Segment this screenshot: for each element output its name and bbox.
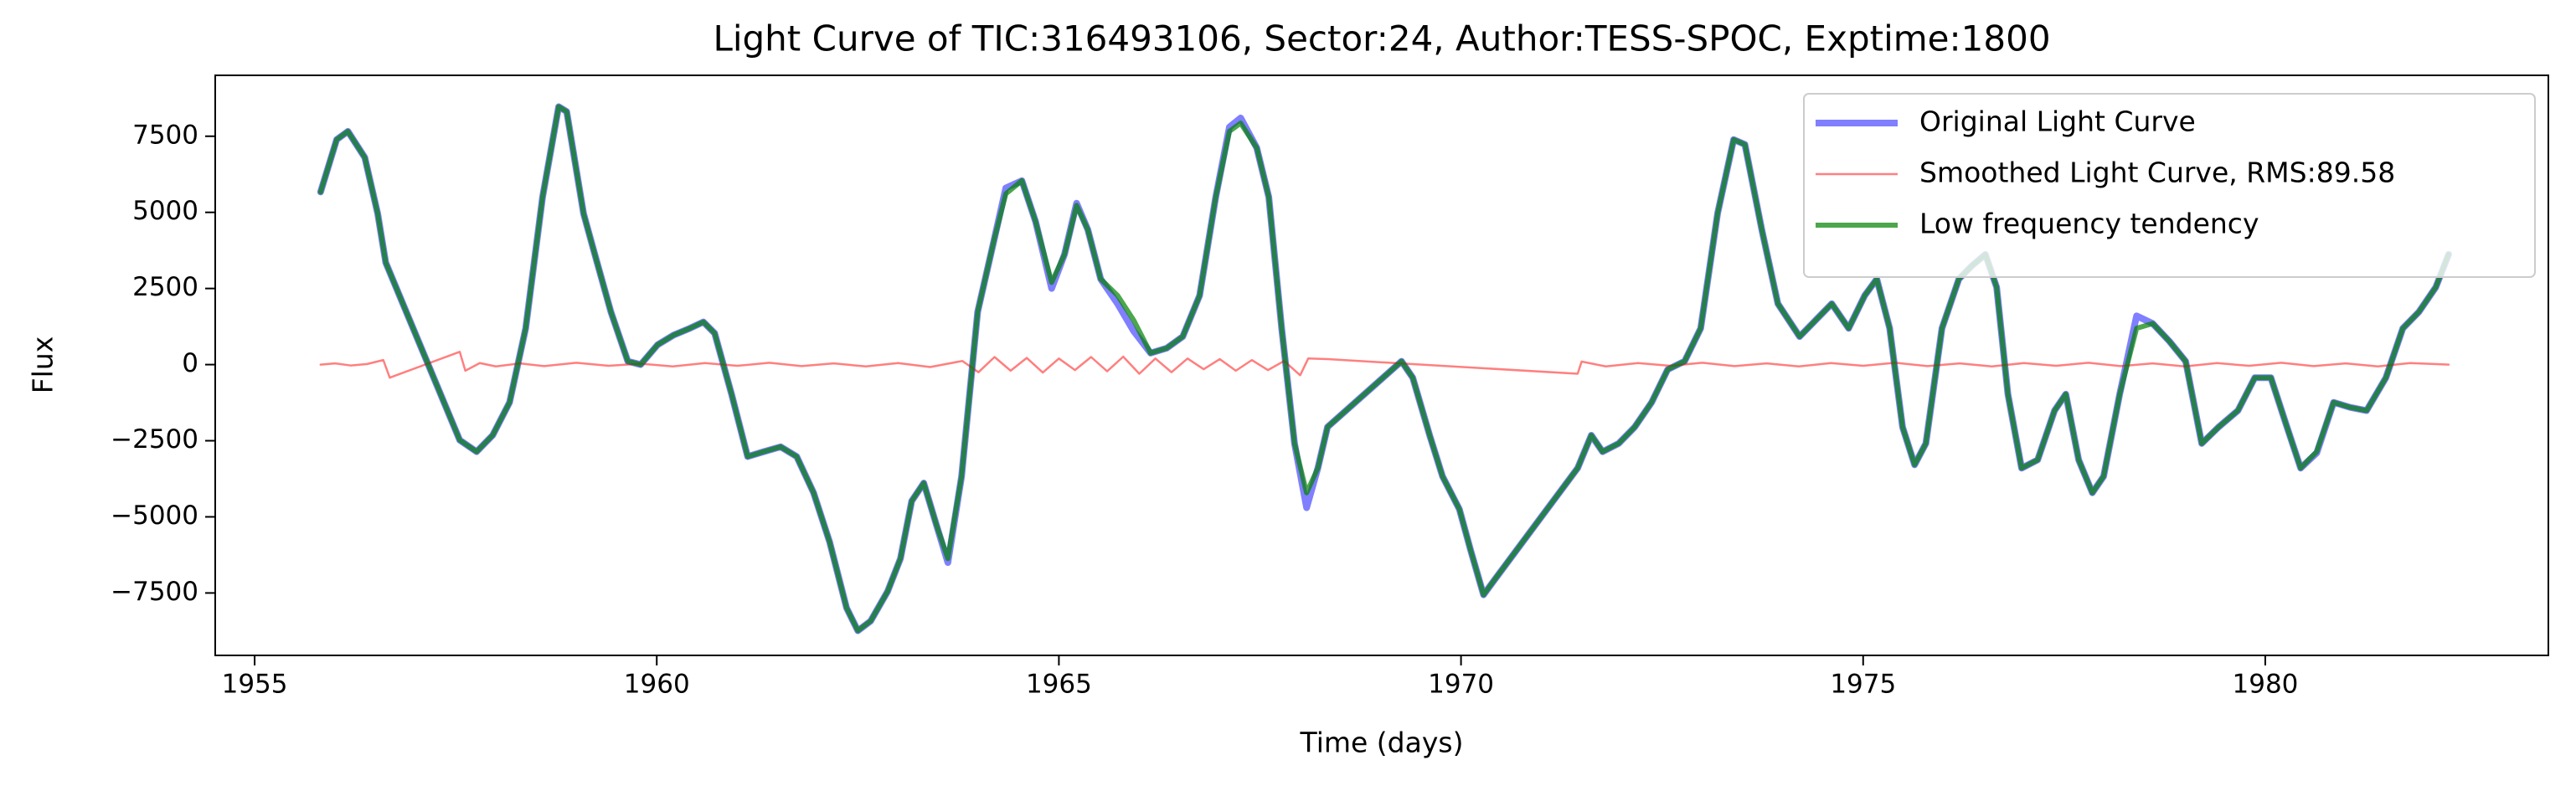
legend-label: Original Light Curve: [1919, 105, 2196, 138]
x-axis-label: Time (days): [1300, 727, 1464, 759]
plot-area: [317, 103, 2452, 634]
chart-title: Light Curve of TIC:316493106, Sector:24,…: [713, 18, 2050, 59]
legend: Original Light Curve Smoothed Light Curve…: [1803, 93, 2536, 278]
y-tick-label: −5000: [111, 501, 198, 531]
legend-label: Smoothed Light Curve, RMS:89.58: [1919, 157, 2395, 189]
x-tick-label: 1980: [2233, 670, 2299, 700]
x-tick-label: 1965: [1026, 670, 1092, 700]
x-tick-label: 1960: [624, 670, 690, 700]
y-tick-label: 5000: [132, 196, 198, 226]
x-tick-label: 1975: [1830, 670, 1896, 700]
series-line: [317, 104, 2451, 634]
y-axis-label: Flux: [27, 336, 59, 394]
y-tick-label: 0: [182, 348, 198, 378]
y-tick-label: 7500: [132, 120, 198, 150]
x-tick-label: 1955: [222, 670, 288, 700]
series-line: [319, 351, 2450, 379]
legend-box: [1803, 93, 2536, 278]
x-tick-label: 1970: [1428, 670, 1494, 700]
y-tick-label: 2500: [132, 272, 198, 302]
y-tick-label: −7500: [111, 577, 198, 607]
y-tick-label: −2500: [111, 424, 198, 455]
legend-label: Low frequency tendency: [1919, 208, 2259, 240]
